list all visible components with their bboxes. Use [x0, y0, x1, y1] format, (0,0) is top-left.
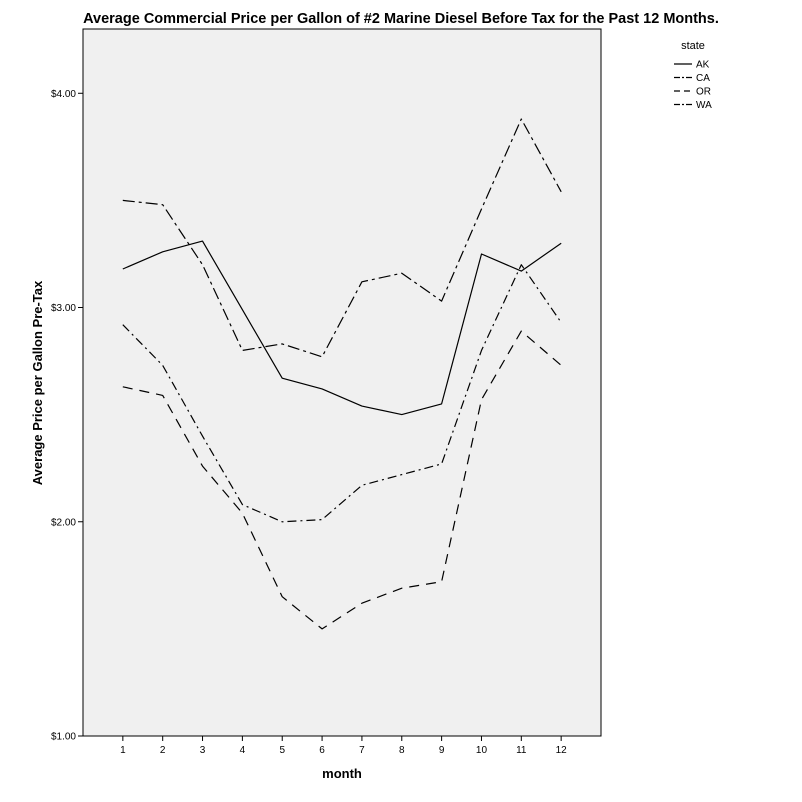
legend: state AK CA OR WA	[674, 40, 712, 111]
y-axis: $1.00 $2.00 $3.00 $4.00	[51, 89, 83, 743]
y-tick-label: $3.00	[51, 303, 76, 314]
chart-title: Average Commercial Price per Gallon of #…	[83, 11, 719, 27]
x-tick-label: 9	[439, 745, 445, 756]
series-line-ca	[122, 264, 562, 523]
x-tick-label: 10	[476, 745, 488, 756]
legend-label-ca: CA	[696, 73, 710, 84]
x-tick-label: 3	[200, 745, 206, 756]
x-axis: 1 2 3 4 5 6 7 8 9 10 11 12	[120, 736, 567, 756]
plot-area	[82, 28, 602, 737]
y-tick-label: $2.00	[51, 517, 76, 528]
x-tick-label: 12	[556, 745, 568, 756]
x-tick-label: 1	[120, 745, 126, 756]
y-axis-title: Average Price per Gallon Pre-Tax	[30, 280, 45, 485]
y-tick-label: $4.00	[51, 89, 76, 100]
series-lines	[122, 118, 562, 630]
legend-title: state	[681, 40, 705, 52]
x-tick-label: 4	[240, 745, 246, 756]
x-tick-label: 8	[399, 745, 405, 756]
series-line-or	[122, 330, 562, 630]
legend-label-wa: WA	[696, 100, 712, 111]
x-tick-label: 5	[279, 745, 285, 756]
x-tick-label: 6	[319, 745, 325, 756]
x-axis-title: month	[322, 766, 362, 781]
x-tick-label: 11	[516, 745, 527, 756]
x-tick-label: 2	[160, 745, 166, 756]
x-tick-label: 7	[359, 745, 365, 756]
series-line-ak	[122, 240, 562, 416]
legend-label-or: OR	[696, 87, 711, 98]
y-tick-label: $1.00	[51, 732, 76, 743]
series-line-wa	[122, 118, 562, 358]
legend-label-ak: AK	[696, 60, 710, 71]
